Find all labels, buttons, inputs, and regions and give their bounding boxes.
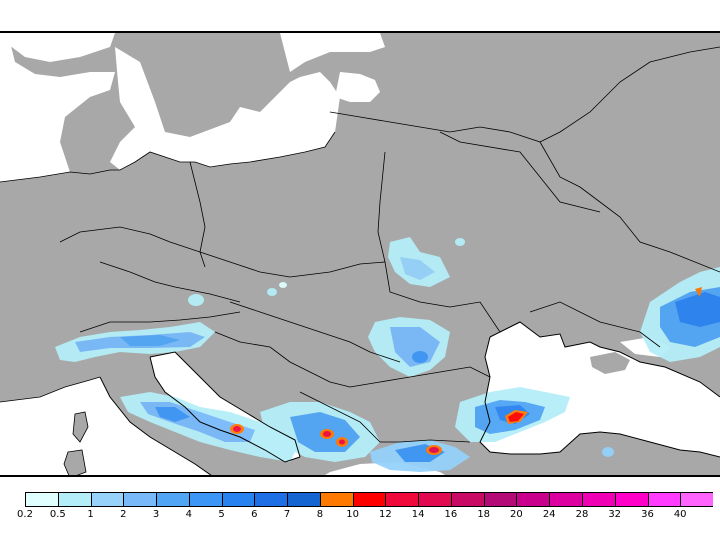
legend-label: 16 [444,509,458,520]
legend-label: 8 [316,509,324,520]
legend-label: 5 [218,509,225,520]
legend-box-5 [188,493,222,506]
legend-label: 20 [510,509,523,520]
legend-labels: 0.2 0.5 1 2 3 4 5 6 7 8 10 12 14 16 18 2… [17,509,713,523]
legend-label: 28 [575,509,589,520]
seas [0,33,720,475]
legend-label: 12 [379,509,392,520]
precipitation-map [0,31,720,477]
legend-box-18 [614,493,648,506]
legend-label: 1 [87,509,94,520]
legend-box-2 [90,493,124,506]
legend-box-7 [254,493,288,506]
legend-box-10 [352,493,386,506]
legend-label: 3 [152,509,160,520]
legend-label: 0.5 [49,509,66,520]
legend-box-13 [450,493,484,506]
legend-box-1 [57,493,91,506]
legend-box-20 [680,493,714,506]
legend-box-14 [483,493,517,506]
legend-box-4 [156,493,189,506]
legend-box-12 [418,493,451,506]
legend-label: 36 [641,509,654,520]
color-legend [25,492,714,507]
legend-box-17 [582,493,615,506]
legend-label: 18 [477,509,491,520]
legend-box-8 [287,493,320,506]
legend-label: 32 [608,509,622,520]
legend-box-15 [516,493,550,506]
legend-label: 14 [411,509,425,520]
legend-box-0 [25,493,58,506]
legend-label: 24 [542,509,556,520]
legend-box-9 [319,493,353,506]
legend-label: 0.2 [17,509,33,520]
country-borders [0,46,720,443]
legend-label: 10 [346,509,359,520]
map-canvas [0,33,720,475]
legend-label: 2 [120,509,127,520]
legend-label: 6 [251,509,258,520]
legend-box-3 [123,493,157,506]
legend-box-19 [647,493,681,506]
legend-label: 4 [185,509,192,520]
legend-box-11 [385,493,419,506]
legend-box-16 [549,493,583,506]
legend-box-6 [221,493,255,506]
legend-label: 40 [673,509,687,520]
coastlines [99,321,720,475]
legend-label: 7 [283,509,291,520]
islands [63,411,89,475]
